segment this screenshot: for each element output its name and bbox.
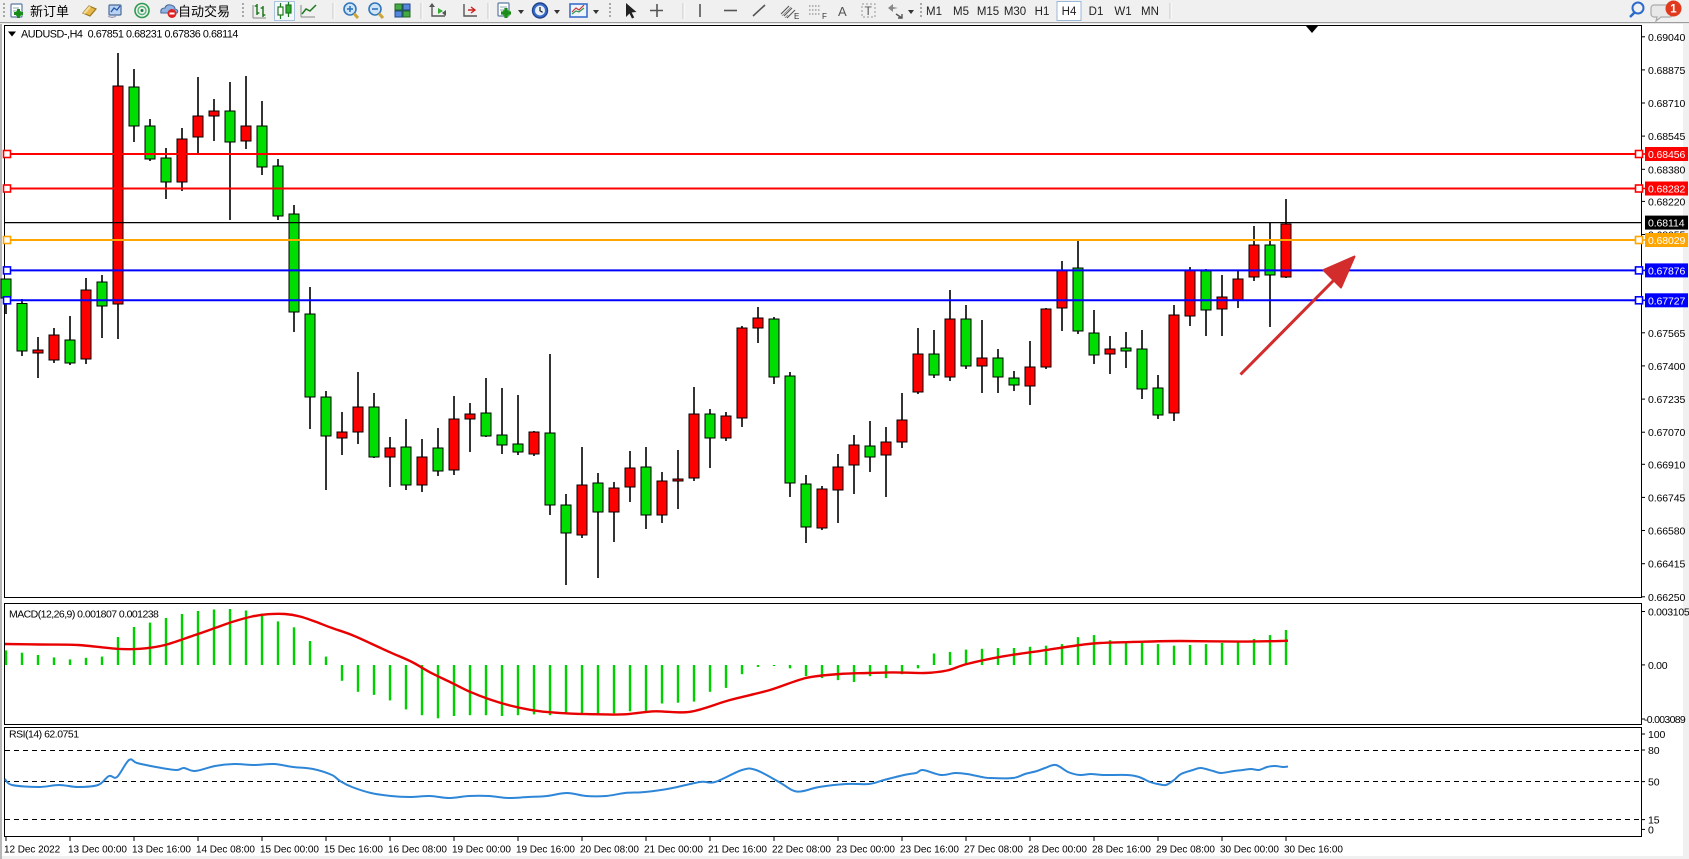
svg-text:M1: M1 <box>926 6 942 18</box>
svg-text:0.003105: 0.003105 <box>1648 607 1689 619</box>
svg-text:28 Dec 16:00: 28 Dec 16:00 <box>1092 845 1151 856</box>
svg-text:27 Dec 08:00: 27 Dec 08:00 <box>964 845 1023 856</box>
svg-text:0.66250: 0.66250 <box>1648 592 1686 604</box>
svg-text:100: 100 <box>1648 729 1665 741</box>
svg-text:23 Dec 00:00: 23 Dec 00:00 <box>836 845 895 856</box>
svg-text:M5: M5 <box>953 6 969 18</box>
svg-text:19 Dec 16:00: 19 Dec 16:00 <box>516 845 575 856</box>
svg-text:15 Dec 16:00: 15 Dec 16:00 <box>324 845 383 856</box>
svg-text:H1: H1 <box>1035 6 1050 18</box>
svg-text:15 Dec 00:00: 15 Dec 00:00 <box>260 845 319 856</box>
svg-text:0: 0 <box>1648 824 1654 836</box>
svg-text:0.68545: 0.68545 <box>1648 131 1686 143</box>
svg-text:1: 1 <box>1670 4 1677 16</box>
svg-text:20 Dec 08:00: 20 Dec 08:00 <box>580 845 639 856</box>
svg-text:0.68282: 0.68282 <box>1648 184 1686 196</box>
svg-text:0.68114: 0.68114 <box>1648 218 1685 230</box>
svg-text:0.67876: 0.67876 <box>1648 265 1686 277</box>
svg-text:MACD(12,26,9) 0.001807 0.00123: MACD(12,26,9) 0.001807 0.001238 <box>9 609 159 621</box>
svg-text:23 Dec 16:00: 23 Dec 16:00 <box>900 845 959 856</box>
svg-text:0.66415: 0.66415 <box>1648 559 1686 571</box>
svg-text:22 Dec 08:00: 22 Dec 08:00 <box>772 845 831 856</box>
svg-text:0.67070: 0.67070 <box>1648 427 1686 439</box>
svg-text:0.69040: 0.69040 <box>1648 32 1686 44</box>
svg-text:14 Dec 08:00: 14 Dec 08:00 <box>196 845 255 856</box>
svg-text:29 Dec 08:00: 29 Dec 08:00 <box>1156 845 1215 856</box>
svg-text:0.67235: 0.67235 <box>1648 394 1686 406</box>
svg-text:0.68875: 0.68875 <box>1648 65 1686 77</box>
svg-text:H4: H4 <box>1062 6 1077 18</box>
svg-text:A: A <box>838 4 847 19</box>
svg-text:21 Dec 00:00: 21 Dec 00:00 <box>644 845 703 856</box>
svg-text:W1: W1 <box>1114 6 1131 18</box>
svg-text:15: 15 <box>1648 815 1660 827</box>
svg-text:30 Dec 00:00: 30 Dec 00:00 <box>1220 845 1279 856</box>
svg-text:21 Dec 16:00: 21 Dec 16:00 <box>708 845 767 856</box>
svg-text:0.67400: 0.67400 <box>1648 361 1686 373</box>
svg-text:0.66580: 0.66580 <box>1648 526 1686 538</box>
svg-text:新订单: 新订单 <box>30 4 69 19</box>
svg-text:0.68456: 0.68456 <box>1648 149 1686 161</box>
svg-text:16 Dec 08:00: 16 Dec 08:00 <box>388 845 447 856</box>
svg-text:0.67727: 0.67727 <box>1648 295 1686 307</box>
svg-text:0.68220: 0.68220 <box>1648 196 1686 208</box>
svg-text:自动交易: 自动交易 <box>178 4 230 19</box>
svg-text:0.00: 0.00 <box>1648 660 1668 672</box>
svg-text:28 Dec 00:00: 28 Dec 00:00 <box>1028 845 1087 856</box>
svg-text:M30: M30 <box>1004 6 1026 18</box>
svg-text:0.66910: 0.66910 <box>1648 459 1686 471</box>
svg-text:AUDUSD-,H4 0.67851 0.68231 0.: AUDUSD-,H4 0.67851 0.68231 0.67836 0.681… <box>21 29 238 41</box>
svg-text:0.67565: 0.67565 <box>1648 328 1686 340</box>
svg-text:13 Dec 00:00: 13 Dec 00:00 <box>68 845 127 856</box>
svg-text:E: E <box>794 12 799 21</box>
svg-text:19 Dec 00:00: 19 Dec 00:00 <box>452 845 511 856</box>
svg-text:D1: D1 <box>1089 6 1104 18</box>
svg-text:12 Dec 2022: 12 Dec 2022 <box>4 845 61 856</box>
svg-text:50: 50 <box>1648 777 1660 789</box>
svg-text:0.68029: 0.68029 <box>1648 235 1686 247</box>
svg-text:RSI(14) 62.0751: RSI(14) 62.0751 <box>9 729 79 741</box>
svg-text:0.66745: 0.66745 <box>1648 492 1686 504</box>
svg-text:M15: M15 <box>977 6 999 18</box>
svg-text:0.68710: 0.68710 <box>1648 98 1686 110</box>
svg-text:80: 80 <box>1648 745 1660 757</box>
svg-text:MN: MN <box>1141 6 1159 18</box>
svg-text:T: T <box>865 4 873 18</box>
svg-text:0.68380: 0.68380 <box>1648 164 1686 176</box>
svg-text:-0.003089: -0.003089 <box>1644 714 1686 726</box>
svg-text:F: F <box>822 12 827 21</box>
svg-text:30 Dec 16:00: 30 Dec 16:00 <box>1284 845 1343 856</box>
svg-text:13 Dec 16:00: 13 Dec 16:00 <box>132 845 191 856</box>
